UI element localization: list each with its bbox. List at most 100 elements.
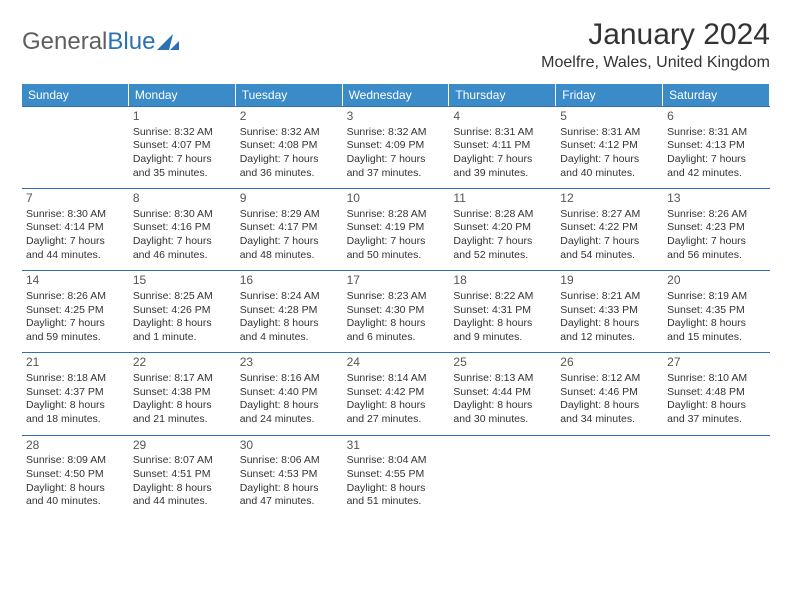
day-number: 20: [667, 273, 766, 289]
sunset-text: Sunset: 4:07 PM: [133, 139, 232, 153]
day-number: 15: [133, 273, 232, 289]
calendar-cell: 30Sunrise: 8:06 AMSunset: 4:53 PMDayligh…: [236, 435, 343, 517]
calendar-cell: 4Sunrise: 8:31 AMSunset: 4:11 PMDaylight…: [449, 106, 556, 188]
calendar-cell-empty: [663, 435, 770, 517]
daylight1-text: Daylight: 8 hours: [133, 317, 232, 331]
calendar-cell: 10Sunrise: 8:28 AMSunset: 4:19 PMDayligh…: [343, 188, 450, 270]
sunset-text: Sunset: 4:40 PM: [240, 386, 339, 400]
day-number: 8: [133, 191, 232, 207]
sunset-text: Sunset: 4:51 PM: [133, 468, 232, 482]
calendar-cell: 6Sunrise: 8:31 AMSunset: 4:13 PMDaylight…: [663, 106, 770, 188]
daylight2-text: and 4 minutes.: [240, 331, 339, 345]
day-header: Saturday: [663, 84, 770, 106]
daylight2-text: and 6 minutes.: [347, 331, 446, 345]
day-number: 7: [26, 191, 125, 207]
calendar-cell: 22Sunrise: 8:17 AMSunset: 4:38 PMDayligh…: [129, 352, 236, 434]
daylight2-text: and 15 minutes.: [667, 331, 766, 345]
sunset-text: Sunset: 4:53 PM: [240, 468, 339, 482]
calendar-cell-empty: [22, 106, 129, 188]
day-header: Friday: [556, 84, 663, 106]
calendar-cell: 2Sunrise: 8:32 AMSunset: 4:08 PMDaylight…: [236, 106, 343, 188]
calendar-cell: 21Sunrise: 8:18 AMSunset: 4:37 PMDayligh…: [22, 352, 129, 434]
calendar-cell: 18Sunrise: 8:22 AMSunset: 4:31 PMDayligh…: [449, 270, 556, 352]
day-number: 16: [240, 273, 339, 289]
daylight2-text: and 44 minutes.: [26, 249, 125, 263]
calendar-cell: 26Sunrise: 8:12 AMSunset: 4:46 PMDayligh…: [556, 352, 663, 434]
daylight2-text: and 48 minutes.: [240, 249, 339, 263]
sunset-text: Sunset: 4:26 PM: [133, 304, 232, 318]
calendar-cell: 24Sunrise: 8:14 AMSunset: 4:42 PMDayligh…: [343, 352, 450, 434]
calendar-cell: 13Sunrise: 8:26 AMSunset: 4:23 PMDayligh…: [663, 188, 770, 270]
day-header: Thursday: [449, 84, 556, 106]
sunset-text: Sunset: 4:50 PM: [26, 468, 125, 482]
daylight1-text: Daylight: 8 hours: [240, 317, 339, 331]
daylight1-text: Daylight: 7 hours: [453, 235, 552, 249]
daylight1-text: Daylight: 8 hours: [667, 399, 766, 413]
daylight2-text: and 50 minutes.: [347, 249, 446, 263]
calendar-cell: 16Sunrise: 8:24 AMSunset: 4:28 PMDayligh…: [236, 270, 343, 352]
logo-sail-icon: [157, 32, 179, 52]
sunrise-text: Sunrise: 8:06 AM: [240, 454, 339, 468]
sunset-text: Sunset: 4:30 PM: [347, 304, 446, 318]
sunset-text: Sunset: 4:28 PM: [240, 304, 339, 318]
day-number: 3: [347, 109, 446, 125]
sunset-text: Sunset: 4:12 PM: [560, 139, 659, 153]
daylight2-text: and 18 minutes.: [26, 413, 125, 427]
calendar-cell: 15Sunrise: 8:25 AMSunset: 4:26 PMDayligh…: [129, 270, 236, 352]
sunrise-text: Sunrise: 8:10 AM: [667, 372, 766, 386]
day-header: Tuesday: [236, 84, 343, 106]
daylight1-text: Daylight: 8 hours: [347, 399, 446, 413]
day-header: Sunday: [22, 84, 129, 106]
daylight1-text: Daylight: 8 hours: [240, 399, 339, 413]
calendar-cell: 20Sunrise: 8:19 AMSunset: 4:35 PMDayligh…: [663, 270, 770, 352]
month-title: January 2024: [541, 18, 770, 52]
daylight2-text: and 46 minutes.: [133, 249, 232, 263]
day-number: 27: [667, 355, 766, 371]
day-number: 6: [667, 109, 766, 125]
sunset-text: Sunset: 4:25 PM: [26, 304, 125, 318]
sunrise-text: Sunrise: 8:32 AM: [240, 126, 339, 140]
logo-text-2: Blue: [107, 28, 155, 56]
day-number: 11: [453, 191, 552, 207]
sunrise-text: Sunrise: 8:23 AM: [347, 290, 446, 304]
sunrise-text: Sunrise: 8:22 AM: [453, 290, 552, 304]
day-number: 2: [240, 109, 339, 125]
sunset-text: Sunset: 4:46 PM: [560, 386, 659, 400]
logo: GeneralBlue: [22, 28, 179, 56]
sunset-text: Sunset: 4:42 PM: [347, 386, 446, 400]
daylight2-text: and 37 minutes.: [667, 413, 766, 427]
sunset-text: Sunset: 4:11 PM: [453, 139, 552, 153]
calendar-cell: 5Sunrise: 8:31 AMSunset: 4:12 PMDaylight…: [556, 106, 663, 188]
sunrise-text: Sunrise: 8:27 AM: [560, 208, 659, 222]
daylight1-text: Daylight: 8 hours: [560, 399, 659, 413]
daylight1-text: Daylight: 7 hours: [240, 235, 339, 249]
daylight2-text: and 1 minute.: [133, 331, 232, 345]
day-number: 21: [26, 355, 125, 371]
sunset-text: Sunset: 4:38 PM: [133, 386, 232, 400]
daylight1-text: Daylight: 7 hours: [560, 153, 659, 167]
sunset-text: Sunset: 4:14 PM: [26, 221, 125, 235]
daylight2-text: and 59 minutes.: [26, 331, 125, 345]
daylight1-text: Daylight: 8 hours: [26, 482, 125, 496]
daylight1-text: Daylight: 8 hours: [347, 482, 446, 496]
sunrise-text: Sunrise: 8:28 AM: [347, 208, 446, 222]
day-number: 10: [347, 191, 446, 207]
day-number: 22: [133, 355, 232, 371]
sunrise-text: Sunrise: 8:24 AM: [240, 290, 339, 304]
sunrise-text: Sunrise: 8:32 AM: [347, 126, 446, 140]
daylight2-text: and 39 minutes.: [453, 167, 552, 181]
calendar-cell: 7Sunrise: 8:30 AMSunset: 4:14 PMDaylight…: [22, 188, 129, 270]
sunset-text: Sunset: 4:22 PM: [560, 221, 659, 235]
calendar-cell: 3Sunrise: 8:32 AMSunset: 4:09 PMDaylight…: [343, 106, 450, 188]
sunrise-text: Sunrise: 8:18 AM: [26, 372, 125, 386]
calendar-cell: 12Sunrise: 8:27 AMSunset: 4:22 PMDayligh…: [556, 188, 663, 270]
daylight2-text: and 9 minutes.: [453, 331, 552, 345]
daylight2-text: and 44 minutes.: [133, 495, 232, 509]
day-number: 31: [347, 438, 446, 454]
daylight1-text: Daylight: 8 hours: [133, 399, 232, 413]
calendar-cell: 9Sunrise: 8:29 AMSunset: 4:17 PMDaylight…: [236, 188, 343, 270]
sunset-text: Sunset: 4:20 PM: [453, 221, 552, 235]
day-number: 17: [347, 273, 446, 289]
daylight1-text: Daylight: 8 hours: [26, 399, 125, 413]
sunset-text: Sunset: 4:44 PM: [453, 386, 552, 400]
